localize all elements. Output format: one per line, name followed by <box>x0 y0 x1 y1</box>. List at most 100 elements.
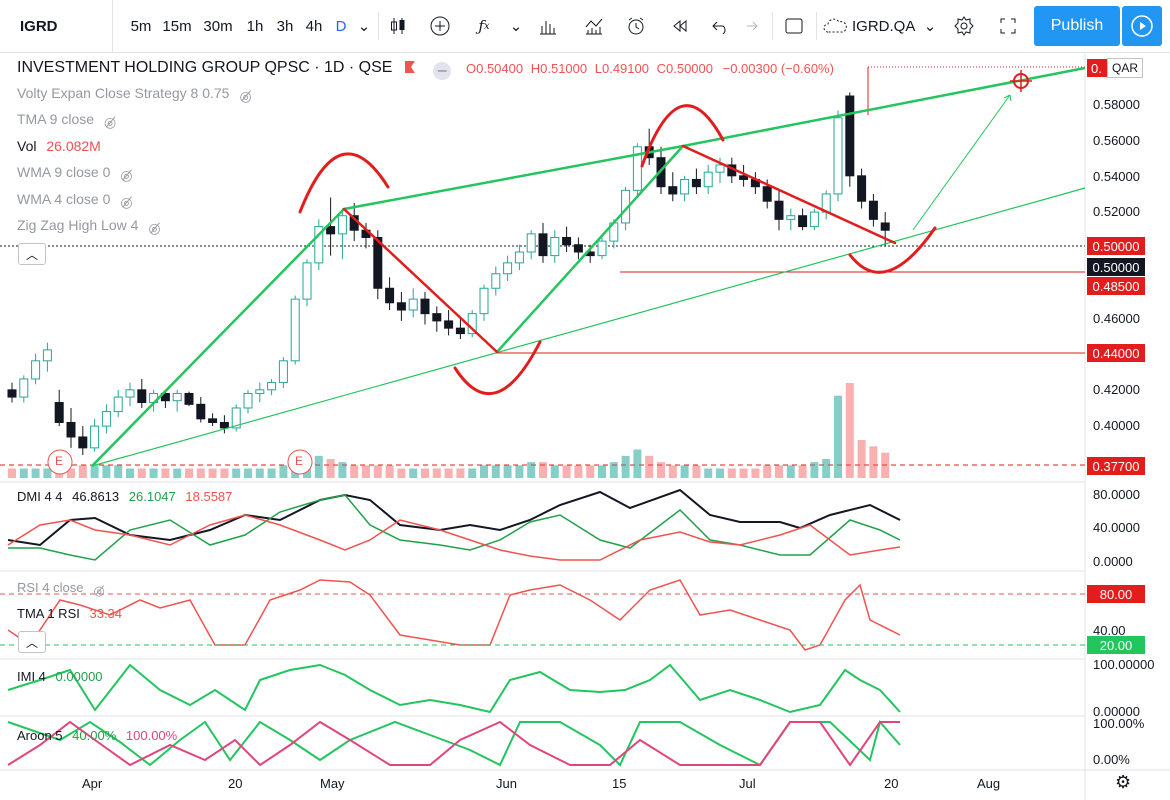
trend-drawings[interactable] <box>91 66 1086 467</box>
volume-bar <box>645 455 654 478</box>
indicator-tma[interactable]: TMA 9 close ◎̸ <box>17 111 116 131</box>
target-crosshair-icon[interactable] <box>1010 70 1032 92</box>
candle-body <box>420 298 430 315</box>
interval-30m[interactable]: 30m <box>203 17 233 35</box>
candle-body <box>90 425 100 449</box>
eye-hidden-icon[interactable]: ◎̸ <box>239 88 252 104</box>
dmi-label: DMI 4 4 <box>17 489 63 504</box>
candle-body <box>703 171 713 188</box>
volume-bar <box>668 465 677 478</box>
cloud-save[interactable]: IGRD.QA <box>822 0 918 52</box>
indicator-zigzag[interactable]: Zig Zag High Low 4 ◎̸ <box>17 217 161 237</box>
volume-bar <box>90 465 99 478</box>
templates-icon[interactable] <box>576 0 612 52</box>
aroon-legend[interactable]: Aroon 5 40.00% 100.00% <box>17 728 177 743</box>
event-label: E <box>55 454 64 468</box>
indicator-wma9[interactable]: WMA 9 close 0 ◎̸ <box>17 164 133 184</box>
volume-bar <box>279 465 288 478</box>
low-value: L0.49100 <box>594 61 649 76</box>
price-axis-label: 0.46000 <box>1093 311 1140 326</box>
minus-icon[interactable]: – <box>433 62 452 80</box>
event-markers[interactable] <box>47 449 313 475</box>
interval-dropdown-icon[interactable]: ⌄ <box>357 18 371 35</box>
volume-bar <box>881 452 890 478</box>
indicator-vol[interactable]: Vol 26.082M <box>17 138 101 154</box>
add-indicator-icon[interactable] <box>422 0 458 52</box>
alert-clock-icon[interactable] <box>618 0 654 52</box>
interval-d[interactable]: D <box>335 17 347 35</box>
rsi-tag-low: 20.00 <box>1087 636 1145 654</box>
volume-bar <box>775 465 783 478</box>
volume-bar <box>598 465 606 478</box>
interval-15m[interactable]: 15m <box>162 17 192 35</box>
candle-body <box>715 164 725 173</box>
dmi-axis-label: 40.0000 <box>1093 520 1140 535</box>
axis-settings-gear-icon[interactable]: ⚙ <box>1115 772 1132 792</box>
eye-hidden-icon[interactable]: ◎̸ <box>148 220 161 236</box>
event-label: E <box>295 454 304 468</box>
candle-body <box>833 117 843 195</box>
collapse-legend-button[interactable]: ︿ <box>18 243 46 265</box>
candles-icon[interactable] <box>380 0 416 52</box>
candle-body <box>267 382 277 391</box>
volume-bar <box>562 465 571 478</box>
volume-bar <box>857 440 866 478</box>
candle-body <box>691 178 701 188</box>
interval-5m[interactable]: 5m <box>130 17 152 35</box>
price-tag-last: 0.50000 <box>1087 237 1145 255</box>
volume-bar <box>432 468 441 478</box>
redo-icon[interactable] <box>732 0 768 52</box>
volume-bar <box>633 449 642 478</box>
candle-body <box>125 389 135 398</box>
indicator-label: Volty Expan Close Strategy 8 0.75 <box>17 85 230 101</box>
candle-body <box>444 320 454 329</box>
pattern-drawings[interactable] <box>298 104 937 396</box>
eye-hidden-icon[interactable]: ◎̸ <box>120 194 133 210</box>
price-tag-low: 0.37700 <box>1087 457 1145 475</box>
aroon-label: Aroon 5 <box>17 728 63 743</box>
fullscreen-icon[interactable] <box>990 0 1026 52</box>
time-axis-label: Aug <box>977 776 1001 791</box>
eye-hidden-icon[interactable]: ◎̸ <box>120 167 133 183</box>
eye-hidden-icon[interactable]: ◎̸ <box>93 583 105 598</box>
dmi-legend[interactable]: DMI 4 4 46.8613 26.1047 18.5587 <box>17 489 232 504</box>
price-chart[interactable] <box>0 52 1170 800</box>
imi-legend[interactable]: IMI 4 0.00000 <box>17 669 103 684</box>
open-value: O0.50400 <box>466 61 524 76</box>
interval-4h[interactable]: 4h <box>305 17 323 35</box>
symbol-header[interactable]: INVESTMENT HOLDING GROUP QPSC · 1D · QSE… <box>17 59 452 80</box>
collapse-pane-button[interactable]: ︿ <box>18 631 46 653</box>
volume-bar <box>31 468 40 478</box>
cloud-icon <box>823 18 847 33</box>
volume-bar <box>480 465 488 478</box>
indicator-volty[interactable]: Volty Expan Close Strategy 8 0.75 ◎̸ <box>17 85 252 105</box>
candlesticks <box>7 92 890 456</box>
undo-icon[interactable] <box>702 0 738 52</box>
indicators-dropdown-icon[interactable]: ⌄ <box>509 18 523 35</box>
price-axis-label: 0.52000 <box>1093 204 1140 219</box>
volume-bar <box>185 468 193 478</box>
flag-icon[interactable] <box>404 61 415 73</box>
interval-1h[interactable]: 1h <box>246 17 264 35</box>
settings-gear-icon[interactable] <box>946 0 982 52</box>
candle-body <box>42 349 52 362</box>
currency-badge[interactable]: QAR <box>1107 58 1143 78</box>
publish-button[interactable]: Publish <box>1034 6 1120 46</box>
candle-body <box>550 236 560 257</box>
interval-3h[interactable]: 3h <box>276 17 294 35</box>
fullscreen-layout-icon[interactable] <box>776 0 812 52</box>
volume-bar <box>704 468 713 478</box>
indicator-label: Vol <box>17 138 37 154</box>
bar-chart-icon[interactable] <box>530 0 566 52</box>
eye-hidden-icon[interactable]: ◎̸ <box>104 114 117 130</box>
tma-rsi-legend[interactable]: TMA 1 RSI 33.34 <box>17 606 122 621</box>
indicator-label: TMA 9 close <box>17 111 95 127</box>
indicator-wma4[interactable]: WMA 4 close 0 ◎̸ <box>17 191 133 211</box>
rsi-legend[interactable]: RSI 4 close ◎̸ <box>17 580 105 599</box>
play-button[interactable] <box>1122 6 1162 46</box>
symbol-search[interactable]: IGRD <box>8 0 113 52</box>
replay-icon[interactable] <box>662 0 698 52</box>
cloud-dropdown-icon[interactable]: ⌄ <box>923 18 937 35</box>
volume-bar <box>574 465 583 478</box>
